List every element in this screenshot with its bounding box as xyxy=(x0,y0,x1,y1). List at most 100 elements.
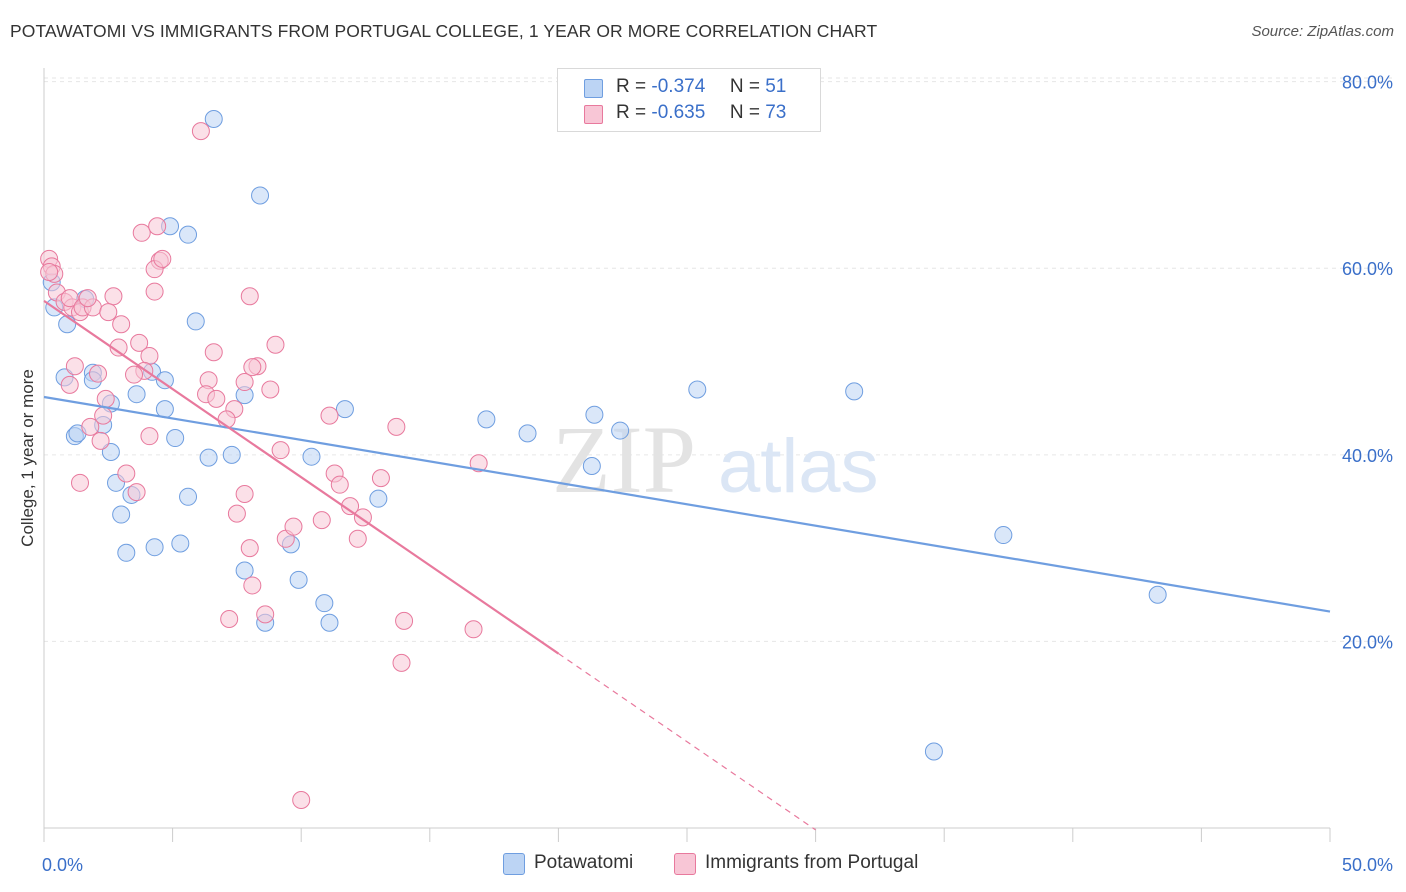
data-point xyxy=(222,445,241,464)
data-point xyxy=(153,249,172,268)
data-point xyxy=(109,338,128,357)
data-point xyxy=(582,457,601,476)
data-point xyxy=(65,357,84,376)
data-point xyxy=(40,262,59,281)
chart-source: Source: ZipAtlas.com xyxy=(1251,23,1394,40)
data-point xyxy=(994,526,1013,545)
data-point xyxy=(58,315,77,334)
legend-r-label: R = xyxy=(616,102,647,123)
trend-line xyxy=(43,299,560,655)
data-point xyxy=(395,611,414,630)
data-point xyxy=(369,489,388,508)
data-point xyxy=(256,605,275,624)
legend-stats-portugal: R = -0.635 N = 73 xyxy=(616,102,786,124)
data-point xyxy=(688,380,707,399)
legend-r-label: R = xyxy=(616,76,647,97)
data-point xyxy=(289,570,308,589)
data-point xyxy=(125,365,144,384)
data-point xyxy=(330,475,349,494)
bottom-legend-swatch-potawatomi xyxy=(503,853,525,875)
data-point xyxy=(320,406,339,425)
data-point xyxy=(477,410,496,429)
data-point xyxy=(60,375,79,394)
data-point xyxy=(1148,585,1167,604)
y-tick-label: 40.0% xyxy=(1342,446,1393,466)
data-point xyxy=(469,454,488,473)
data-point xyxy=(235,373,254,392)
legend-n-label: N = xyxy=(729,102,760,123)
grid-lines xyxy=(44,77,1392,642)
data-point xyxy=(127,385,146,404)
legend-r-value: -0.374 xyxy=(651,76,706,97)
watermark-atlas: atlas xyxy=(718,424,879,509)
data-point xyxy=(99,303,118,322)
data-point xyxy=(585,405,604,424)
watermark: ZIP atlas xyxy=(552,406,879,513)
data-point xyxy=(518,424,537,443)
data-point xyxy=(89,364,108,383)
data-point xyxy=(207,389,226,408)
data-point xyxy=(145,282,164,301)
data-point xyxy=(96,389,115,408)
x-tick-label: 50.0% xyxy=(1342,855,1393,875)
legend-row-potawatomi: R = -0.374 N = 51 xyxy=(558,75,820,101)
data-point xyxy=(464,620,483,639)
data-point xyxy=(371,469,390,488)
chart-title: POTAWATOMI VS IMMIGRANTS FROM PORTUGAL C… xyxy=(10,21,878,41)
data-point xyxy=(243,576,262,595)
axes xyxy=(43,68,1331,842)
data-point xyxy=(924,742,943,761)
data-point xyxy=(127,483,146,502)
bottom-legend-label: Potawatomi xyxy=(534,852,634,873)
trend-line-extension xyxy=(558,653,816,831)
legend-n-label: N = xyxy=(729,76,760,97)
bottom-legend-swatch-portugal xyxy=(674,853,696,875)
data-point xyxy=(191,122,210,141)
data-point xyxy=(140,427,159,446)
data-point xyxy=(392,653,411,672)
bottom-legend-label: Immigrants from Portugal xyxy=(705,852,919,873)
data-point xyxy=(145,538,164,557)
data-point xyxy=(302,447,321,466)
data-point xyxy=(261,380,280,399)
trend-lines xyxy=(43,299,1331,831)
data-point xyxy=(611,421,630,440)
data-point xyxy=(166,429,185,448)
data-point xyxy=(132,223,151,242)
data-point xyxy=(845,382,864,401)
y-tick-label: 20.0% xyxy=(1342,632,1393,652)
data-point xyxy=(315,594,334,613)
legend-n-value: 73 xyxy=(765,102,787,123)
data-point xyxy=(312,511,331,530)
data-point xyxy=(186,312,205,331)
data-point xyxy=(117,543,136,562)
data-point xyxy=(240,287,259,306)
data-point xyxy=(199,448,218,467)
legend-stats-potawatomi: R = -0.374 N = 51 xyxy=(616,76,786,98)
data-point xyxy=(101,443,120,462)
data-point xyxy=(112,505,131,524)
data-point xyxy=(179,487,198,506)
y-tick-label: 80.0% xyxy=(1342,73,1393,93)
data-point xyxy=(60,289,79,308)
data-point xyxy=(220,610,239,629)
legend-swatch-potawatomi xyxy=(584,79,603,98)
data-point xyxy=(292,791,311,810)
data-point xyxy=(179,225,198,244)
data-point xyxy=(148,217,167,236)
data-point xyxy=(204,343,223,362)
data-point xyxy=(112,315,131,334)
data-point xyxy=(171,534,190,553)
x-tick-label: 0.0% xyxy=(42,855,83,875)
trend-line xyxy=(43,395,1331,613)
legend-row-portugal: R = -0.635 N = 73 xyxy=(558,101,820,127)
data-point xyxy=(130,333,149,352)
y-tick-label: 60.0% xyxy=(1342,259,1393,279)
watermark-zip: ZIP xyxy=(552,406,696,513)
data-point xyxy=(140,346,159,365)
data-point xyxy=(155,371,174,390)
data-point xyxy=(204,109,223,128)
data-point xyxy=(387,417,406,436)
legend-n-value: 51 xyxy=(765,76,787,97)
